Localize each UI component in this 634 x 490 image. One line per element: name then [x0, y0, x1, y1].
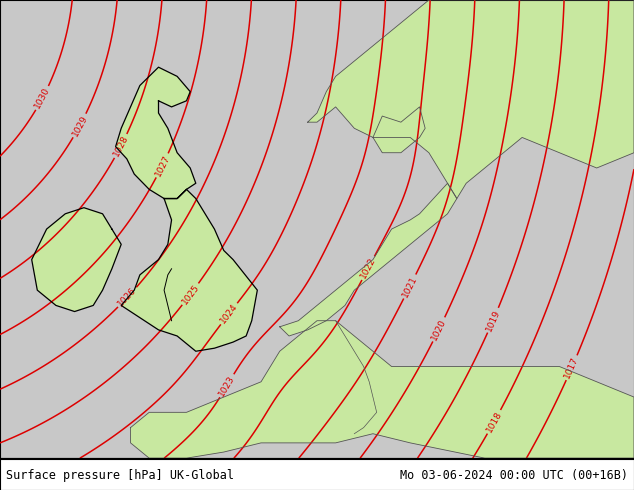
Text: 1019: 1019 [484, 308, 501, 333]
Polygon shape [373, 107, 425, 153]
Text: 1029: 1029 [70, 114, 89, 138]
Polygon shape [307, 0, 634, 198]
Text: 1030: 1030 [33, 86, 52, 110]
Polygon shape [121, 189, 257, 351]
Text: 1027: 1027 [153, 153, 171, 178]
Polygon shape [115, 67, 196, 198]
Polygon shape [280, 183, 457, 336]
Text: 1026: 1026 [116, 286, 138, 309]
Text: 1022: 1022 [359, 256, 377, 280]
Text: 1021: 1021 [401, 274, 419, 299]
Text: Surface pressure [hPa] UK-Global: Surface pressure [hPa] UK-Global [6, 469, 235, 482]
Polygon shape [32, 208, 121, 312]
Text: 1017: 1017 [563, 355, 581, 380]
Text: Mo 03-06-2024 00:00 UTC (00+16B): Mo 03-06-2024 00:00 UTC (00+16B) [399, 469, 628, 482]
Text: 1023: 1023 [217, 374, 236, 398]
Text: 1025: 1025 [180, 282, 201, 306]
Polygon shape [131, 321, 634, 458]
Text: 1024: 1024 [219, 302, 240, 325]
Text: 1020: 1020 [430, 317, 448, 342]
Text: 1018: 1018 [484, 410, 503, 434]
Text: 1028: 1028 [112, 134, 130, 158]
